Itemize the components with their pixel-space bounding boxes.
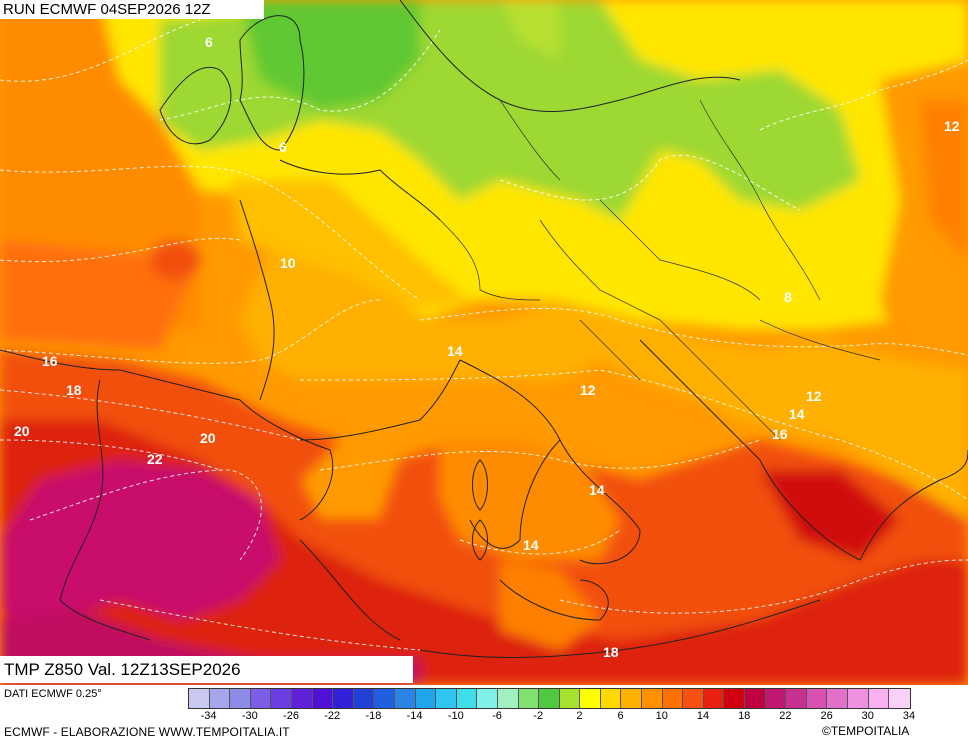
parameter-validity-label: TMP Z850 Val. 12Z13SEP2026	[0, 656, 413, 683]
color-scale-tick-label: 10	[655, 710, 668, 722]
color-scale-tick-label: -18	[365, 710, 382, 722]
color-swatch	[477, 689, 498, 708]
color-scale-tick-label: -14	[406, 710, 423, 722]
copyright-label: ©TEMPOITALIA	[822, 724, 910, 738]
legend-panel: DATI ECMWF 0.25° -34 -30 -26 -22 -18 -14 -10 -6…	[0, 685, 968, 745]
color-swatch	[374, 689, 395, 708]
contour-labels: 6 6 12 10 8 16 18 14 20 20 12 12 14 22 1…	[14, 34, 960, 660]
color-scale-tick-label: 34	[902, 710, 916, 722]
temperature-fields	[0, 0, 968, 685]
color-swatch	[333, 689, 354, 708]
contour-label: 10	[280, 255, 296, 271]
contour-label: 20	[200, 430, 216, 446]
color-scale-tick-label: -26	[283, 710, 299, 722]
color-swatch	[518, 689, 540, 708]
color-scale-tick-label: -2	[533, 710, 544, 722]
color-swatch	[559, 689, 581, 708]
color-swatch	[621, 689, 643, 708]
country-borders	[439, 99, 881, 441]
color-swatch	[312, 689, 334, 708]
color-scale-tick-label: -34	[200, 710, 217, 722]
color-scale-tick-label: 2	[576, 710, 583, 722]
color-swatch	[848, 689, 869, 708]
color-swatch	[889, 689, 910, 708]
color-scale-tick-label: 6	[617, 710, 624, 722]
contour-label: 12	[806, 388, 822, 404]
color-swatch	[683, 689, 704, 708]
contour-label: 18	[66, 382, 82, 398]
color-scale-tick-label: -10	[447, 710, 464, 722]
color-swatch	[394, 689, 416, 708]
color-swatch	[642, 689, 663, 708]
color-scale-tick-label: 22	[779, 710, 792, 722]
contour-label: 22	[147, 451, 163, 467]
color-swatch	[724, 689, 746, 708]
color-swatch	[271, 689, 292, 708]
color-swatch	[497, 689, 519, 708]
contour-label: 16	[42, 353, 58, 369]
contour-label: 8	[784, 289, 792, 305]
color-swatch	[580, 689, 601, 708]
color-swatch	[436, 689, 457, 708]
data-source-label: DATI ECMWF 0.25°	[4, 688, 102, 700]
contour-label: 6	[279, 139, 287, 155]
color-scale-tick-label: 14	[696, 710, 710, 722]
color-swatch	[662, 689, 684, 708]
contour-label: 18	[603, 644, 619, 660]
contour-label: 16	[772, 426, 788, 442]
color-swatch	[230, 689, 251, 708]
color-swatch	[765, 689, 787, 708]
color-swatch	[786, 689, 807, 708]
color-scale-tick-label: 30	[861, 710, 874, 722]
color-swatch	[539, 689, 560, 708]
coastlines	[0, 0, 968, 658]
contour-label: 14	[589, 482, 605, 498]
contour-label: 14	[523, 537, 539, 553]
color-swatch	[353, 689, 375, 708]
color-scale-tick-label: 26	[820, 710, 833, 722]
color-swatch	[291, 689, 313, 708]
color-swatch	[745, 689, 766, 708]
color-swatch	[209, 689, 231, 708]
contour-label: 14	[789, 406, 805, 422]
color-swatch	[827, 689, 848, 708]
color-scale-tick-label: -22	[324, 710, 341, 722]
color-swatch	[456, 689, 478, 708]
contour-label: 6	[205, 34, 213, 50]
contour-label: 14	[447, 343, 463, 359]
color-scale-tick-label: 18	[738, 710, 751, 722]
color-swatch	[868, 689, 890, 708]
credit-label: ECMWF - ELABORAZIONE WWW.TEMPOITALIA.IT	[4, 725, 290, 739]
contour-label: 20	[14, 423, 30, 439]
temperature-map: 6 6 12 10 8 16 18 14 20 20 12 12 14 22 1…	[0, 0, 968, 685]
contour-label: 12	[580, 382, 596, 398]
color-swatch	[415, 689, 437, 708]
color-swatch	[250, 689, 272, 708]
color-scale-tick-label: -30	[241, 710, 258, 722]
color-swatch	[703, 689, 725, 708]
color-swatch	[600, 689, 622, 708]
run-info-label: RUN ECMWF 04SEP2026 12Z	[0, 0, 264, 19]
color-swatch	[189, 689, 210, 708]
color-swatch	[806, 689, 828, 708]
contour-label: 12	[944, 118, 960, 134]
color-scale-tick-label: -6	[492, 710, 502, 722]
isotherm-lines	[0, 19, 968, 651]
color-scale-bar	[188, 688, 911, 709]
